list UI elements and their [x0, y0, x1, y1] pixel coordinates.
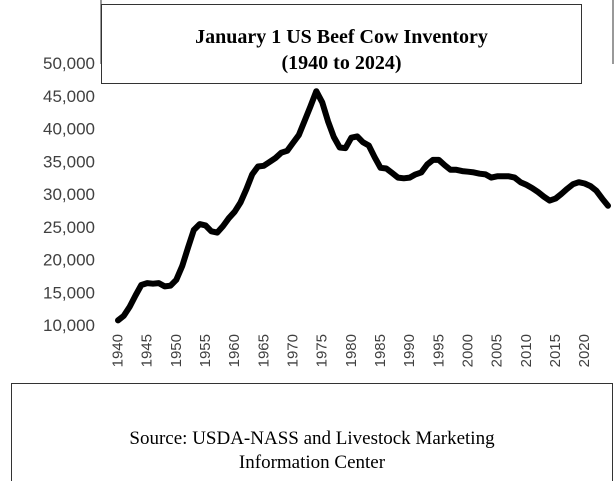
x-tick-label: 1950 — [168, 334, 185, 367]
x-tick-label: 1960 — [226, 334, 243, 367]
y-tick-label: 15,000 — [43, 283, 95, 302]
y-tick-label: 30,000 — [43, 185, 95, 204]
x-tick-label: 1975 — [314, 334, 331, 367]
x-axis: 1940 1945 1950 1955 1960 1965 1970 1975 1980 1985… — [110, 334, 594, 367]
chart-title-box: January 1 US Beef Cow Inventory (1940 to… — [101, 4, 582, 84]
x-tick-label: 1940 — [110, 334, 127, 367]
source-line-2: Information Center — [238, 452, 386, 473]
y-tick-label: 50,000 — [43, 54, 95, 73]
y-tick-label: 25,000 — [43, 218, 95, 237]
x-tick-label: 1955 — [197, 334, 214, 367]
source-note-box: Source: USDA-NASS and Livestock Marketin… — [11, 383, 613, 481]
x-tick-label: 1990 — [401, 334, 418, 367]
y-tick-label: 40,000 — [43, 120, 95, 139]
x-tick-label: 1965 — [255, 334, 272, 367]
y-tick-label: 45,000 — [43, 87, 95, 106]
y-tick-label: 35,000 — [43, 152, 95, 171]
source-line-1: Source: USDA-NASS and Livestock Marketin… — [129, 428, 495, 449]
x-tick-label: 2020 — [576, 334, 593, 367]
x-tick-label: 1985 — [372, 334, 389, 367]
x-tick-label: 2015 — [547, 334, 564, 367]
x-tick-label: 1945 — [139, 334, 156, 367]
x-tick-label: 2005 — [489, 334, 506, 367]
series-line — [115, 88, 611, 324]
series-line-0 — [115, 88, 611, 324]
x-tick-label: 1980 — [343, 334, 360, 367]
x-tick-label: 2010 — [518, 334, 535, 367]
x-tick-label: 2000 — [460, 334, 477, 367]
x-tick-label: 1995 — [430, 334, 447, 367]
chart-title: January 1 US Beef Cow Inventory — [195, 26, 488, 48]
y-axis: 10,000 15,000 20,000 25,000 30,000 35,000 40,0… — [43, 54, 95, 335]
x-tick-label: 1970 — [285, 334, 302, 367]
y-tick-label: 20,000 — [43, 251, 95, 270]
chart-subtitle: (1940 to 2024) — [281, 52, 402, 74]
y-tick-label: 10,000 — [43, 316, 95, 335]
